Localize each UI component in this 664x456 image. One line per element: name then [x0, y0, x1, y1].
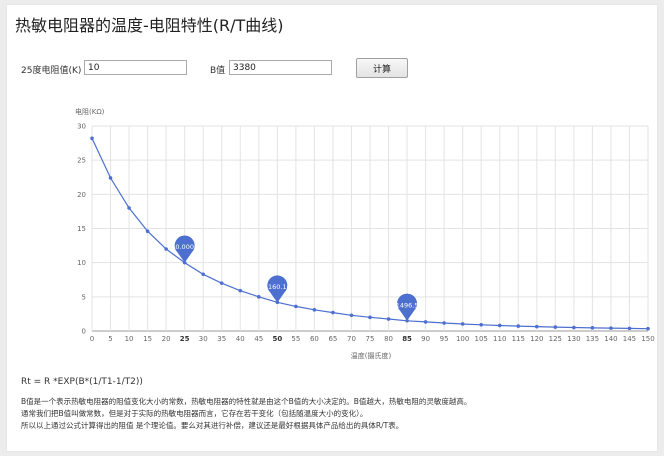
x-tick-label: 105: [475, 335, 488, 343]
x-tick-label: 5: [108, 335, 112, 343]
x-tick-label: 150: [641, 335, 654, 343]
description-line: B值是一个表示热敏电阻器的阻值变化大小的常数，热敏电阻器的特性就是由这个B值的大…: [21, 397, 472, 406]
b-value-label: B值: [210, 66, 226, 76]
data-point: [627, 326, 632, 331]
description-line: 所以以上通过公式计算得出的阻值 是个理论值。要么对其进行补偿，建议还是最好根据具…: [21, 421, 404, 430]
x-axis-label: 温度(摄氏度): [351, 351, 392, 360]
data-point: [90, 136, 94, 141]
x-tick-label: 120: [530, 335, 543, 343]
x-tick-label: 45: [254, 335, 263, 343]
y-tick-label: 30: [77, 123, 86, 131]
x-tick-label: 25: [180, 335, 190, 343]
x-tick-label: 110: [493, 335, 506, 343]
y-tick-label: 5: [82, 293, 86, 301]
formula-text: Rt = R *EXP(B*(1/T1-1/T2)): [21, 377, 143, 387]
data-point: [127, 206, 131, 210]
x-tick-label: 130: [567, 335, 580, 343]
x-tick-label: 115: [512, 335, 525, 343]
data-point: [238, 288, 243, 293]
description-line: 通常我们把B值叫做常数，但是对于实际的热敏电阻器而言，它存在若干变化（包括随温度…: [21, 409, 368, 418]
x-tick-label: 60: [310, 335, 319, 343]
x-tick-label: 10: [125, 335, 134, 343]
y-tick-label: 20: [77, 191, 86, 199]
y-tick-label: 0: [82, 328, 86, 336]
main-panel: 热敏电阻器的温度-电阻特性(R/T曲线) 25度电阻值(K) B值 计算 电阻(…: [6, 4, 658, 452]
x-tick-label: 140: [604, 335, 617, 343]
data-point: [108, 176, 113, 180]
x-tick-label: 15: [143, 335, 152, 343]
x-tick-label: 20: [162, 335, 171, 343]
x-tick-label: 40: [236, 335, 245, 343]
data-point: [164, 247, 168, 251]
y-tick-label: 25: [77, 157, 86, 165]
y-tick-label: 15: [77, 225, 86, 233]
data-point: [572, 325, 576, 330]
value-marker-label: 10.0000: [171, 243, 198, 251]
value-marker-pin: [397, 293, 418, 321]
x-tick-label: 100: [456, 335, 469, 343]
x-tick-label: 125: [549, 335, 562, 343]
data-point: [219, 281, 224, 285]
x-tick-label: 65: [328, 335, 337, 343]
value-marker-label: 1496.5: [396, 301, 419, 309]
data-point: [553, 325, 558, 329]
x-tick-label: 85: [402, 335, 412, 343]
x-tick-label: 145: [623, 335, 636, 343]
x-tick-label: 70: [347, 335, 356, 343]
data-point: [442, 321, 446, 325]
data-point: [331, 310, 335, 315]
data-point: [294, 304, 298, 309]
x-tick-label: 80: [384, 335, 393, 343]
data-point: [460, 322, 465, 326]
x-tick-label: 55: [291, 335, 300, 343]
b-value-input[interactable]: [229, 60, 332, 75]
value-marker-pin: [174, 235, 195, 263]
data-point: [479, 322, 484, 327]
data-point: [312, 308, 317, 312]
x-tick-label: 0: [90, 335, 94, 343]
page-title: 热敏电阻器的温度-电阻特性(R/T曲线): [15, 16, 284, 35]
data-point: [535, 324, 539, 329]
x-tick-label: 135: [586, 335, 599, 343]
data-point: [646, 326, 650, 331]
data-point: [497, 323, 502, 328]
y-axis-label: 电阻(KΩ): [75, 107, 105, 116]
r25-input[interactable]: [84, 60, 187, 75]
data-point: [423, 320, 428, 324]
x-tick-label: 75: [366, 335, 375, 343]
x-tick-label: 90: [421, 335, 430, 343]
data-point: [257, 295, 261, 299]
data-point: [182, 260, 187, 265]
value-marker-label: 4160.16: [264, 283, 291, 291]
data-point: [516, 324, 521, 328]
data-point: [368, 315, 372, 320]
data-point: [386, 317, 391, 321]
data-point: [590, 326, 595, 330]
x-tick-label: 95: [440, 335, 449, 343]
calculate-button[interactable]: 计算: [356, 58, 408, 78]
x-tick-label: 50: [272, 335, 282, 343]
r25-label: 25度电阻值(K): [21, 66, 82, 76]
x-tick-label: 30: [199, 335, 208, 343]
data-point: [145, 229, 150, 234]
data-point: [349, 313, 354, 318]
rt-curve-chart: 电阻(KΩ) 温度(摄氏度) 0 5 10 15 20 25 30 0 5 10 15 20 25 30 3…: [75, 107, 655, 360]
data-point: [609, 326, 613, 330]
y-tick-label: 10: [77, 259, 86, 267]
x-tick-label: 35: [217, 335, 226, 343]
data-point: [201, 272, 205, 277]
value-marker-pin: [267, 275, 288, 303]
data-point: [405, 318, 409, 323]
description-block: B值是一个表示热敏电阻器的阻值变化大小的常数，热敏电阻器的特性就是由这个B值的大…: [21, 396, 471, 432]
